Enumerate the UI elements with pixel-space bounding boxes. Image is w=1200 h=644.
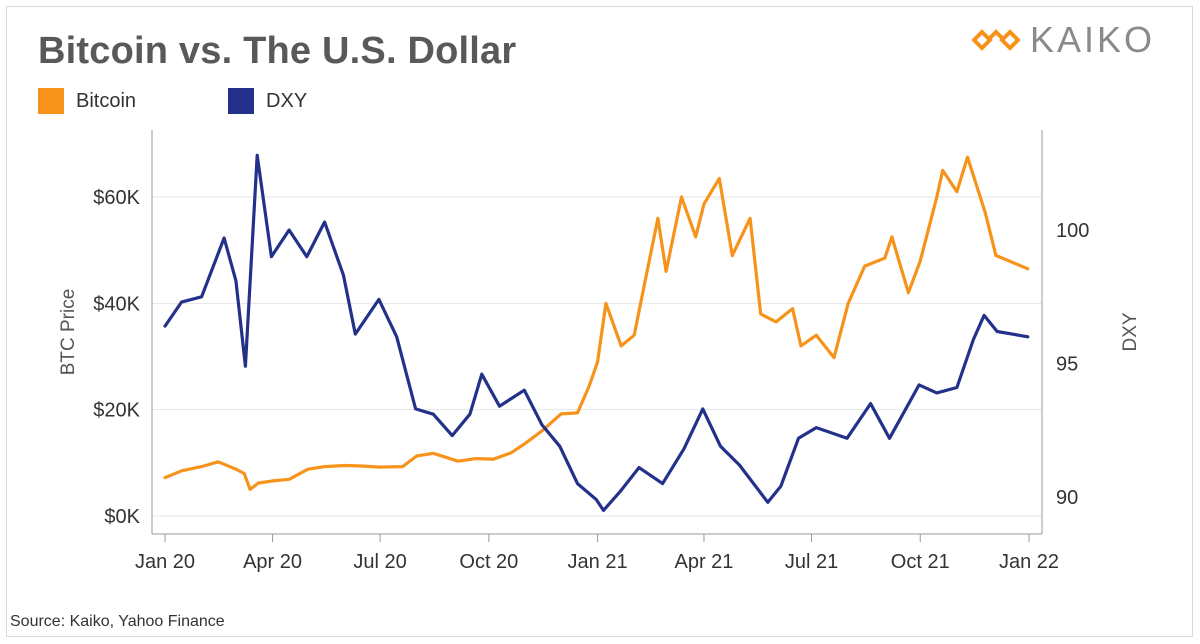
chart-title: Bitcoin vs. The U.S. Dollar [38,30,517,72]
x-tick-label: Oct 20 [459,551,518,573]
y-left-tick-label: $40K [93,293,140,315]
x-tick-label: Jan 21 [568,551,628,573]
kaiko-logo: KAIKO [972,18,1155,62]
source-note: Source: Kaiko, Yahoo Finance [10,613,225,630]
y-right-tick-label: 95 [1056,354,1078,376]
y-left-tick-label: $20K [93,400,140,422]
logo-text: KAIKO [1030,19,1156,60]
chart-frame [6,6,1193,637]
legend: Bitcoin DXY [38,88,307,114]
y-right-tick-label: 90 [1056,487,1078,509]
legend-label-dxy: DXY [266,89,308,112]
y-left-axis-title: BTC Price [58,289,79,376]
y-right-tick-label: 100 [1056,220,1089,242]
x-tick-label: Jan 22 [999,551,1059,573]
x-tick-label: Jul 20 [353,551,406,573]
x-tick-label: Jul 21 [785,551,838,573]
legend-swatch-dxy [228,88,255,114]
x-tick-label: Apr 20 [243,551,302,573]
y-left-tick-label: $0K [104,506,140,528]
legend-item-dxy[interactable]: DXY [228,88,307,114]
y-right-axis-title: DXY [1120,312,1141,351]
y-left-tick-label: $60K [93,187,140,209]
x-tick-label: Oct 21 [891,551,950,573]
x-tick-label: Jan 20 [135,551,195,573]
series-line-bitcoin [163,155,1030,491]
kaiko-diamond-icon [972,29,1020,51]
legend-item-bitcoin[interactable]: Bitcoin [38,88,136,114]
series-line-dxy [163,153,1030,512]
legend-label-bitcoin: Bitcoin [76,89,137,112]
legend-swatch-bitcoin [38,88,64,114]
x-tick-label: Apr 21 [674,551,733,573]
